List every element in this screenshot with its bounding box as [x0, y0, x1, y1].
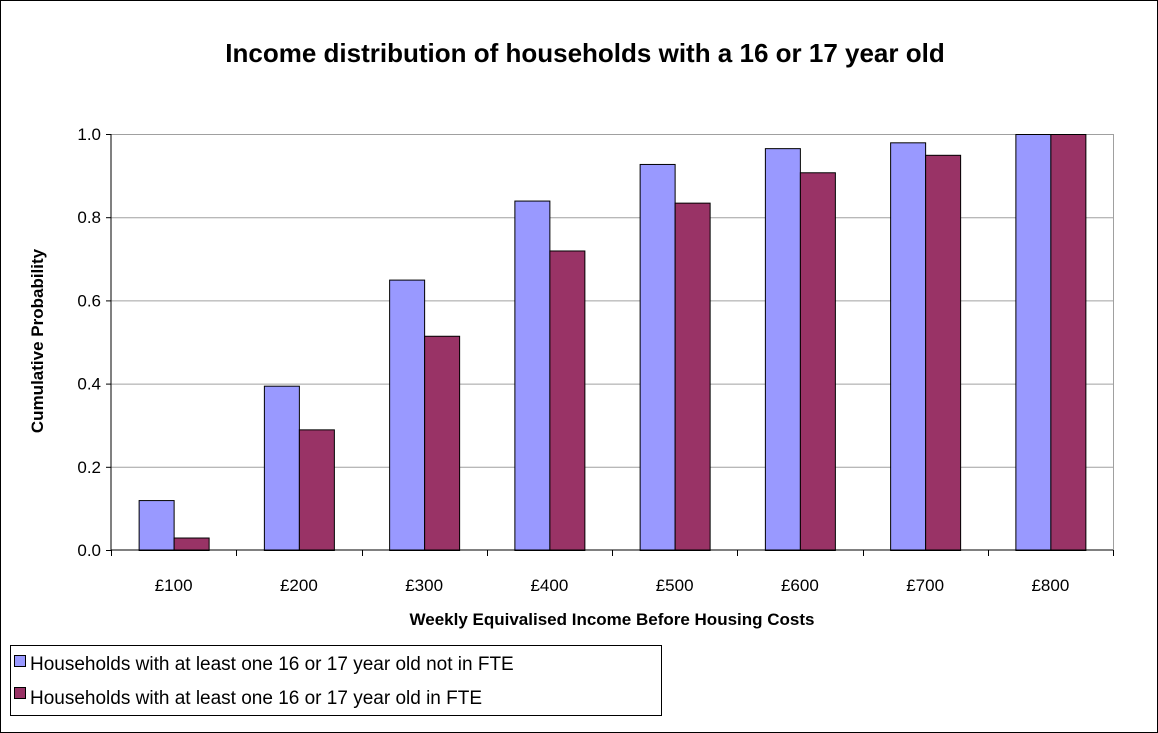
axis-ticks	[106, 134, 1114, 556]
x-axis-title: Weekly Equivalised Income Before Housing…	[410, 610, 815, 629]
y-tick-label: 0.8	[77, 208, 101, 227]
bar-in-fte-1	[173, 537, 210, 552]
bar-not-in-fte-1	[138, 500, 175, 551]
gridlines	[111, 134, 1114, 550]
x-tick-label: £200	[280, 576, 318, 595]
tick-labels: 0.0 0.2 0.4 0.6 0.8 1.0 £100 £200 £300 £400 £500 £6…	[77, 125, 1069, 595]
legend: Households with at least one 16 or 17 ye…	[10, 645, 662, 716]
bar-in-fte-6	[799, 172, 836, 551]
bar-in-fte-4	[549, 250, 586, 551]
legend-swatch-in-fte	[14, 687, 26, 699]
bar-in-fte-7	[925, 154, 962, 552]
bar-in-fte-3	[424, 335, 461, 552]
bar-in-fte-8	[1050, 134, 1087, 551]
bars	[138, 134, 1087, 552]
legend-box	[10, 645, 662, 716]
bar-not-in-fte-2	[263, 385, 300, 551]
bar-not-in-fte-6	[764, 148, 801, 551]
x-tick-label: £500	[656, 576, 694, 595]
bar-not-in-fte-8	[1015, 134, 1052, 551]
x-tick-label: £100	[155, 576, 193, 595]
x-tick-label: £700	[906, 576, 944, 595]
bar-not-in-fte-7	[890, 142, 927, 551]
y-tick-label: 0.4	[77, 375, 101, 394]
bar-in-fte-5	[674, 202, 711, 551]
y-tick-label: 0.2	[77, 458, 101, 477]
y-axis-title: Cumulative Probability	[28, 248, 47, 433]
x-tick-label: £600	[781, 576, 819, 595]
legend-label-not-in-fte: Households with at least one 16 or 17 ye…	[30, 654, 514, 675]
chart-title: Income distribution of households with a…	[225, 38, 944, 68]
bar-not-in-fte-5	[639, 163, 676, 551]
y-tick-label: 0.6	[77, 291, 101, 310]
bar-not-in-fte-4	[514, 200, 551, 551]
legend-label-in-fte: Households with at least one 16 or 17 ye…	[30, 688, 482, 709]
x-tick-label: £800	[1031, 576, 1069, 595]
y-tick-label: 0.0	[77, 541, 101, 560]
bar-not-in-fte-3	[389, 279, 426, 551]
x-tick-label: £300	[405, 576, 443, 595]
legend-swatch-not-in-fte	[14, 655, 26, 667]
y-tick-label: 1.0	[77, 125, 101, 144]
x-tick-label: £400	[530, 576, 568, 595]
bar-in-fte-2	[298, 429, 335, 551]
